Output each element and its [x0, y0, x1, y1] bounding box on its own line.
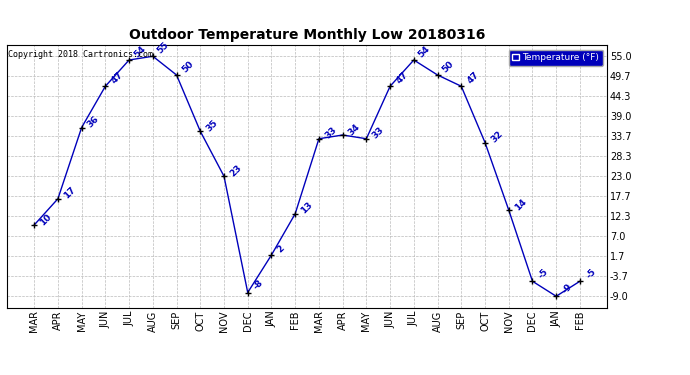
- Text: 54: 54: [132, 44, 147, 59]
- Text: 47: 47: [110, 70, 125, 86]
- Text: 33: 33: [371, 126, 386, 141]
- Text: 50: 50: [181, 59, 196, 74]
- Text: 50: 50: [440, 59, 455, 74]
- Text: 23: 23: [228, 163, 244, 178]
- Text: 36: 36: [86, 114, 101, 129]
- Legend: Temperature (°F): Temperature (°F): [509, 50, 602, 66]
- Text: 34: 34: [347, 122, 362, 137]
- Text: -9: -9: [560, 282, 574, 296]
- Text: 35: 35: [204, 118, 219, 133]
- Text: 10: 10: [39, 212, 53, 227]
- Text: 13: 13: [299, 201, 315, 216]
- Text: 47: 47: [466, 70, 481, 86]
- Text: Copyright 2018 Cartronics.com: Copyright 2018 Cartronics.com: [8, 50, 153, 59]
- Text: 17: 17: [62, 186, 77, 201]
- Title: Outdoor Temperature Monthly Low 20180316: Outdoor Temperature Monthly Low 20180316: [129, 28, 485, 42]
- Text: 2: 2: [275, 243, 286, 254]
- Text: -5: -5: [584, 267, 598, 280]
- Text: 32: 32: [489, 129, 504, 144]
- Text: -8: -8: [252, 278, 266, 292]
- Text: 47: 47: [394, 70, 410, 86]
- Text: 55: 55: [156, 40, 171, 56]
- Text: -5: -5: [537, 267, 550, 280]
- Text: 54: 54: [417, 44, 432, 59]
- Text: 14: 14: [513, 197, 528, 212]
- Text: 33: 33: [323, 126, 338, 141]
